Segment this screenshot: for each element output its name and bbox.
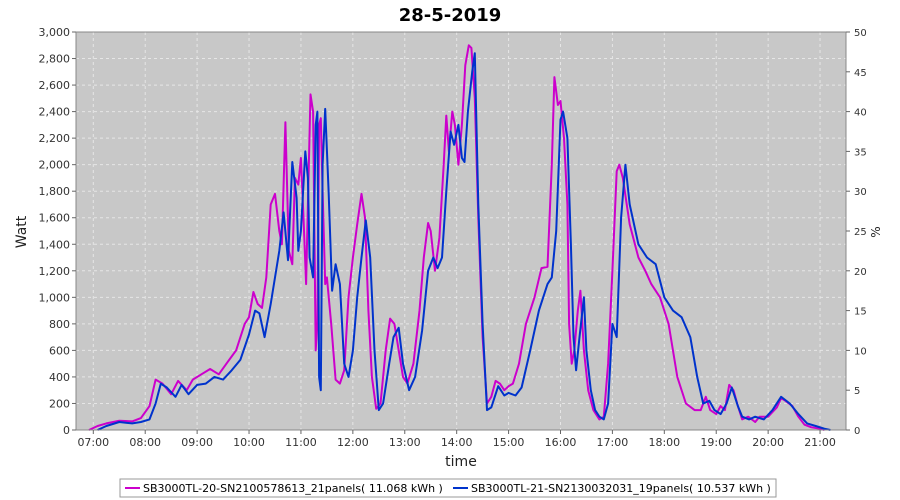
y-tick-label: 2,800: [39, 53, 71, 66]
y-tick-label: 1,000: [39, 291, 71, 304]
plot-area: [76, 32, 846, 430]
x-tick-label: 18:00: [648, 436, 680, 449]
x-tick-label: 08:00: [129, 436, 161, 449]
y2-tick-label: 45: [854, 68, 867, 79]
legend-label-series-1: SB3000TL-20-SN2100578613_21panels( 11.06…: [143, 482, 443, 495]
y-tick-label: 1,400: [39, 238, 71, 251]
y2-tick-label: 0: [854, 426, 860, 437]
y-axis: 0 200 400 600 800 1,000 1,200 1,400 1,600 1,800 2,…: [39, 26, 76, 437]
chart-title: 28-5-2019: [399, 5, 502, 26]
x-tick-label: 19:00: [700, 436, 732, 449]
x-tick-label: 14:00: [441, 436, 473, 449]
y2-tick-label: 35: [854, 147, 867, 158]
x-tick-label: 15:00: [493, 436, 525, 449]
y-tick-label: 1,800: [39, 185, 71, 198]
y2-tick-label: 50: [854, 28, 867, 39]
x-tick-label: 16:00: [545, 436, 577, 449]
y-axis-label: Watt: [14, 215, 30, 248]
y-tick-label: 1,600: [39, 212, 71, 225]
y-tick-label: 2,600: [39, 79, 71, 92]
y-tick-label: 2,400: [39, 106, 71, 119]
series-line-2: [97, 52, 831, 431]
x-tick-label: 09:00: [181, 436, 213, 449]
y2-tick-label: 15: [854, 307, 867, 318]
y-tick-label: 2,000: [39, 159, 71, 172]
legend-label-series-2: SB3000TL-21-SN2130032031_19panels( 10.53…: [471, 482, 771, 495]
x-tick-label: 20:00: [752, 436, 784, 449]
y2-axis-label: %: [869, 226, 883, 237]
x-axis-label: time: [445, 454, 477, 470]
y2-tick-label: 25: [854, 227, 867, 238]
x-tick-label: 17:00: [597, 436, 629, 449]
y2-axis: 0 5 10 15 20 25 30 35 40 45 50: [846, 28, 867, 437]
y-tick-label: 2,200: [39, 132, 71, 145]
y-tick-label: 200: [49, 397, 70, 410]
y2-tick-label: 20: [854, 267, 867, 278]
y2-tick-label: 5: [854, 386, 860, 397]
y-tick-label: 0: [63, 424, 70, 437]
x-tick-label: 07:00: [77, 436, 109, 449]
y2-tick-label: 10: [854, 346, 867, 357]
x-tick-label: 10:00: [233, 436, 265, 449]
y2-tick-label: 30: [854, 187, 867, 198]
y-tick-label: 1,200: [39, 265, 71, 278]
series-layer: [88, 44, 831, 431]
y-tick-label: 600: [49, 344, 70, 357]
legend: SB3000TL-20-SN2100578613_21panels( 11.06…: [119, 478, 777, 498]
y-tick-label: 800: [49, 318, 70, 331]
y2-tick-label: 40: [854, 108, 867, 119]
x-tick-label: 11:00: [285, 436, 317, 449]
x-tick-label: 13:00: [389, 436, 421, 449]
y-tick-label: 400: [49, 371, 70, 384]
legend-box: [119, 478, 777, 498]
x-tick-label: 21:00: [804, 436, 836, 449]
x-tick-label: 12:00: [337, 436, 369, 449]
x-axis: 07:00 08:00 09:00 10:00 11:00 12:00 13:00 14:00…: [77, 430, 836, 449]
y-tick-label: 3,000: [39, 26, 71, 39]
